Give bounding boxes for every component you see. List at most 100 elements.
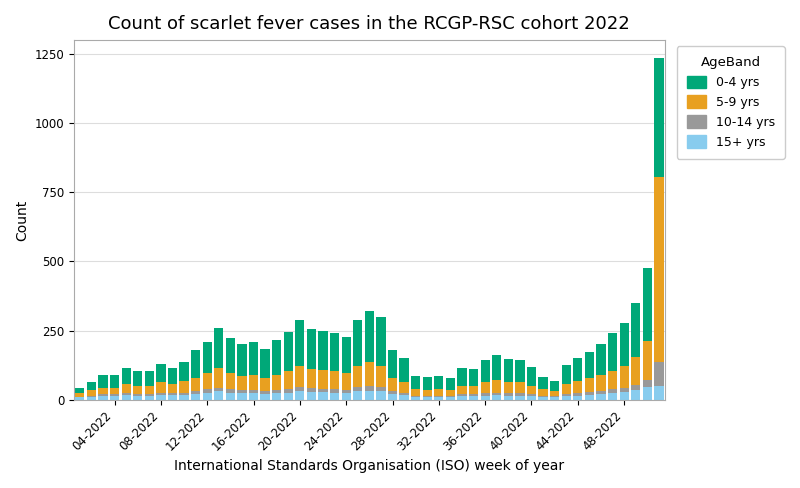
Bar xyxy=(376,387,386,391)
Bar xyxy=(110,387,119,394)
Bar xyxy=(86,382,96,390)
Bar xyxy=(654,177,663,363)
Bar xyxy=(145,371,154,386)
Bar xyxy=(642,341,652,380)
Bar xyxy=(411,396,420,397)
Bar xyxy=(527,396,536,400)
Bar xyxy=(527,367,536,386)
Bar xyxy=(596,375,606,391)
Bar xyxy=(550,396,559,397)
Bar xyxy=(179,395,189,400)
Bar xyxy=(458,386,466,394)
Bar xyxy=(214,328,223,368)
Bar xyxy=(596,391,606,394)
Bar xyxy=(527,394,536,396)
Bar xyxy=(284,389,293,392)
Bar xyxy=(492,395,502,400)
Bar xyxy=(168,395,177,400)
Bar xyxy=(654,58,663,177)
Bar xyxy=(619,366,629,388)
Bar xyxy=(642,268,652,341)
Bar xyxy=(342,337,351,373)
Bar xyxy=(365,311,374,362)
Bar xyxy=(179,382,189,392)
Bar xyxy=(307,329,316,369)
Bar xyxy=(446,390,455,396)
Bar xyxy=(133,396,142,400)
Bar xyxy=(98,394,108,396)
Bar xyxy=(550,397,559,400)
Bar xyxy=(515,360,525,382)
Bar xyxy=(411,389,420,396)
Bar xyxy=(202,393,212,400)
Bar xyxy=(330,333,339,371)
Bar xyxy=(481,393,490,396)
Bar xyxy=(272,340,282,374)
Bar xyxy=(238,393,246,400)
Bar xyxy=(458,368,466,386)
Bar xyxy=(585,395,594,400)
Bar xyxy=(469,369,478,386)
Bar xyxy=(434,397,443,400)
Bar xyxy=(376,366,386,387)
Bar xyxy=(342,390,351,393)
Bar xyxy=(295,366,305,387)
Bar xyxy=(538,397,548,400)
Bar xyxy=(399,395,409,400)
Bar xyxy=(458,396,466,400)
Bar xyxy=(261,348,270,378)
Bar xyxy=(179,362,189,382)
Bar xyxy=(353,387,362,391)
Bar xyxy=(388,378,397,391)
Bar xyxy=(284,371,293,389)
Bar xyxy=(249,342,258,374)
Bar xyxy=(75,397,85,398)
Bar xyxy=(272,374,282,390)
Bar xyxy=(550,382,559,391)
Bar xyxy=(469,394,478,396)
Bar xyxy=(110,396,119,400)
Bar xyxy=(133,394,142,396)
Bar xyxy=(585,352,594,378)
Bar xyxy=(156,392,166,395)
Bar xyxy=(272,390,282,393)
Bar xyxy=(376,317,386,366)
Bar xyxy=(422,396,432,397)
Bar xyxy=(284,332,293,371)
Bar xyxy=(434,396,443,397)
Bar xyxy=(585,392,594,395)
Bar xyxy=(504,393,513,396)
Bar xyxy=(98,375,108,387)
Bar xyxy=(191,350,200,378)
Bar xyxy=(353,391,362,400)
Bar xyxy=(596,344,606,375)
Bar xyxy=(642,387,652,400)
Bar xyxy=(446,396,455,397)
Bar xyxy=(573,381,582,393)
Bar xyxy=(573,393,582,396)
Bar xyxy=(330,389,339,392)
Bar xyxy=(133,386,142,394)
Bar xyxy=(284,392,293,400)
Bar xyxy=(515,393,525,396)
Bar xyxy=(365,362,374,386)
Bar xyxy=(214,368,223,387)
Bar xyxy=(376,391,386,400)
Bar xyxy=(168,385,177,393)
Bar xyxy=(214,391,223,400)
Bar xyxy=(191,394,200,400)
Bar xyxy=(538,377,548,389)
Bar xyxy=(399,393,409,395)
Bar xyxy=(226,389,235,392)
Bar xyxy=(307,392,316,400)
Title: Count of scarlet fever cases in the RCGP-RSC cohort 2022: Count of scarlet fever cases in the RCGP… xyxy=(109,15,630,33)
Bar xyxy=(295,320,305,366)
Bar xyxy=(86,396,96,397)
Bar xyxy=(353,320,362,366)
Bar xyxy=(654,363,663,386)
Bar xyxy=(202,373,212,389)
Bar xyxy=(481,360,490,382)
Bar xyxy=(353,366,362,387)
Bar xyxy=(411,376,420,389)
Bar xyxy=(330,371,339,389)
